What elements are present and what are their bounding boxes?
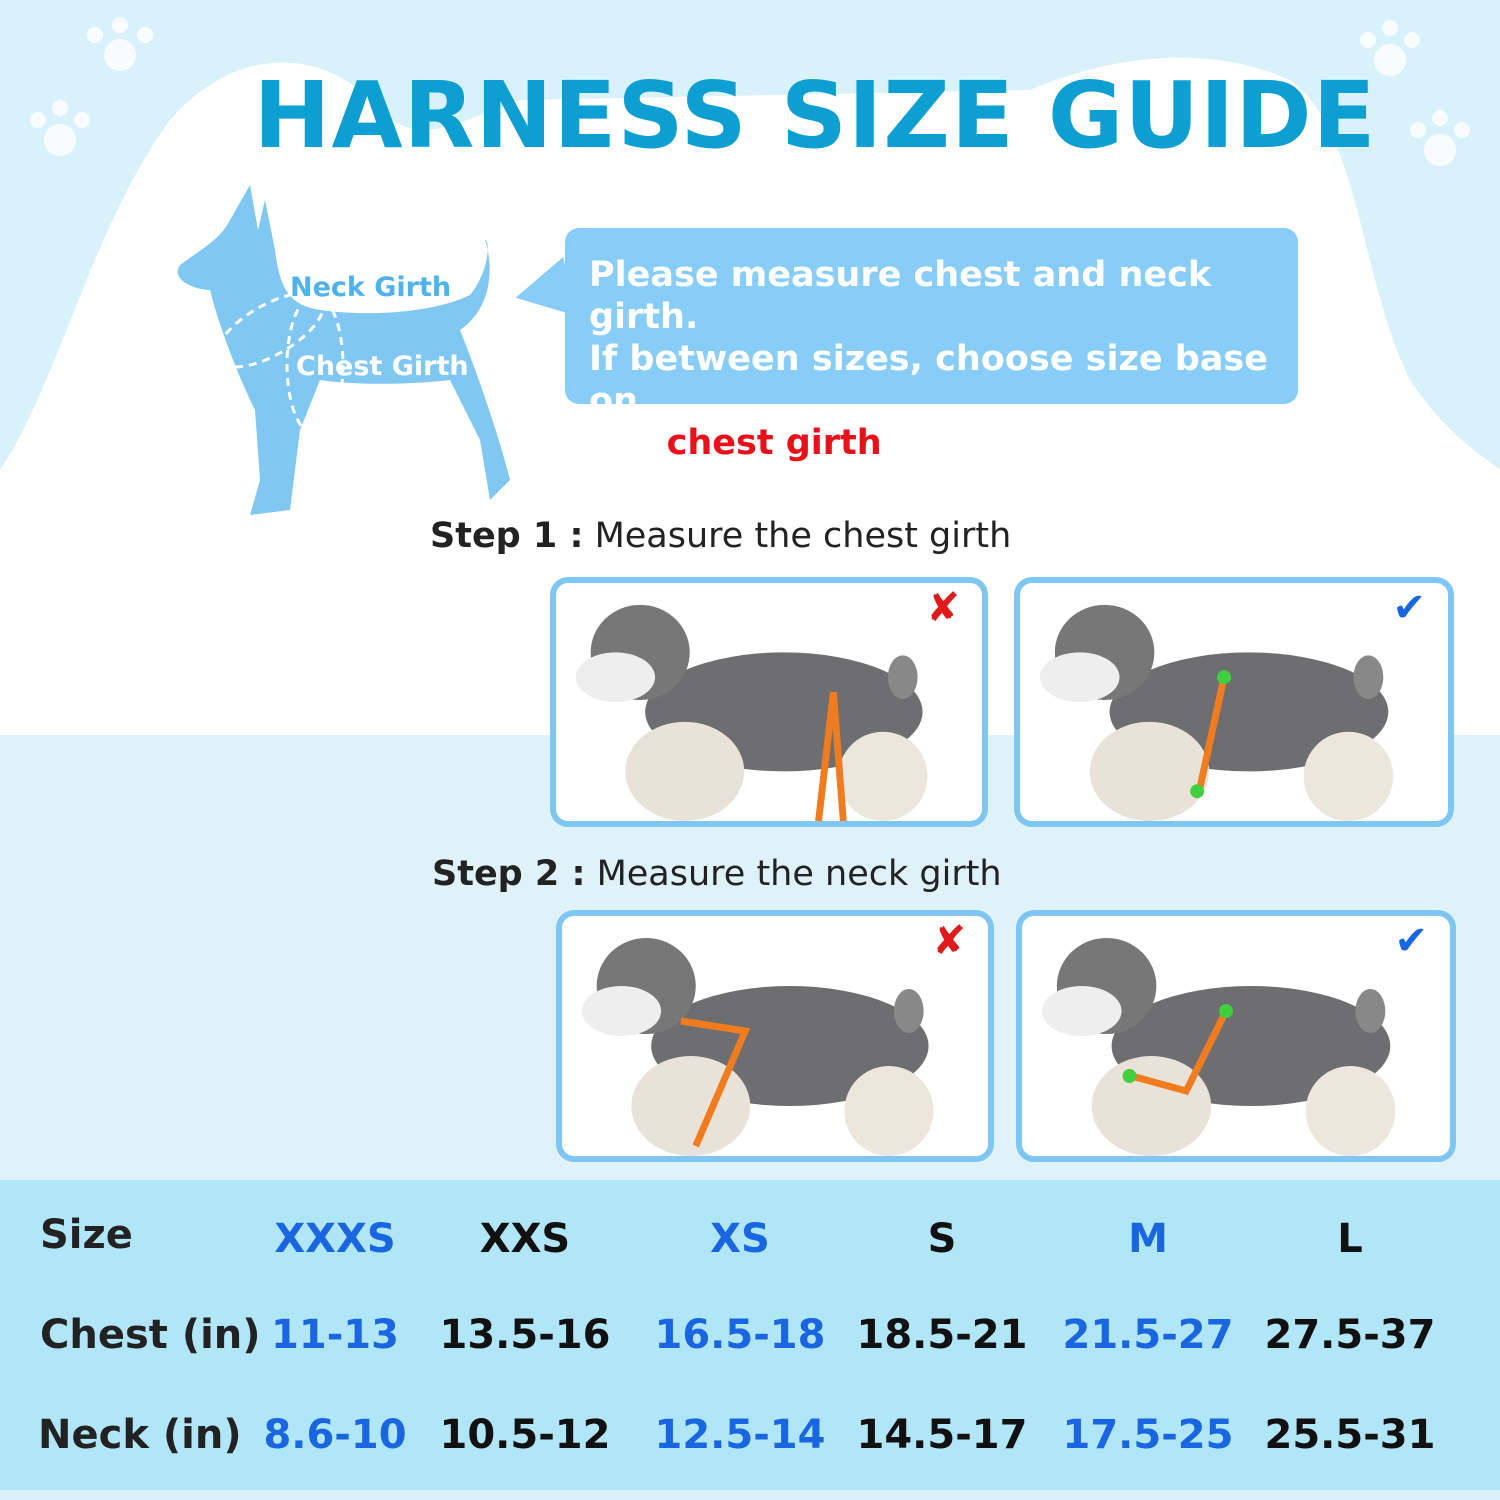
step-1-incorrect-photo: ✘ [550,577,988,827]
sizes-cell: L [1337,1216,1363,1262]
chest-header: Chest (in) [40,1312,261,1358]
neck-header: Neck (in) [38,1412,242,1458]
chest-cell: 16.5-18 [654,1312,826,1358]
red-x-icon: ✘ [926,585,960,631]
instruction-line: If between sizes, choose size base on [589,339,1268,421]
sizes-cell: XS [710,1216,770,1262]
chest-cell: 13.5-16 [439,1312,611,1358]
neck-girth-label: Neck Girth [290,272,451,303]
step-text: Measure the neck girth [585,854,1002,894]
red-x-icon: ✘ [932,918,966,964]
size-table [0,1180,1500,1490]
step-2-heading: Step 2 : Measure the neck girth [432,854,1002,894]
text: . [881,423,895,463]
chest-cell: 21.5-27 [1062,1312,1234,1358]
step-text: Measure the chest girth [583,516,1012,556]
chest-girth-label: Chest Girth [296,351,469,382]
sizes-cell: S [927,1216,957,1262]
step-2-incorrect-photo: ✘ [556,910,994,1162]
step-label: Step 2 : [432,854,586,894]
blue-check-icon: ✔ [1392,585,1426,631]
size-header: Size [40,1212,133,1258]
dog-silhouette-diagram: Neck Girth Chest Girth [177,185,510,515]
neck-cell: 12.5-14 [654,1412,826,1458]
neck-cell: 25.5-31 [1264,1412,1436,1458]
dog-photo [581,938,934,1156]
step-1-correct-photo: ✔ [1014,577,1454,827]
dog-photo [1041,938,1396,1156]
step-label: Step 1 : [430,516,584,556]
paw-prints-decoration [30,17,1470,166]
measurement-instructions: Please measure chest and neck girth. If … [565,228,1298,463]
neck-cell: 10.5-12 [439,1412,611,1458]
step-1-heading: Step 1 : Measure the chest girth [430,516,1011,556]
page-title: HARNESS SIZE GUIDE [253,62,1377,169]
sizes-cell: M [1128,1216,1168,1262]
dog-photo [575,604,928,821]
neck-cell: 14.5-17 [856,1412,1028,1458]
step-2-correct-photo: ✔ [1016,910,1456,1162]
text: the [589,423,667,463]
chest-cell: 11-13 [271,1312,399,1358]
sizes-cell: XXXS [274,1216,396,1262]
instruction-line: Please measure chest and neck girth. [589,255,1212,337]
chest-cell: 27.5-37 [1264,1312,1436,1358]
chest-girth-highlight: chest girth [666,423,882,463]
sizes-cell: XXS [479,1216,571,1262]
neck-cell: 8.6-10 [263,1412,407,1458]
instruction-line: the chest girth. [589,422,1286,464]
chest-cell: 18.5-21 [856,1312,1028,1358]
dog-photo [1039,604,1394,821]
blue-check-icon: ✔ [1394,918,1428,964]
neck-cell: 17.5-25 [1062,1412,1234,1458]
